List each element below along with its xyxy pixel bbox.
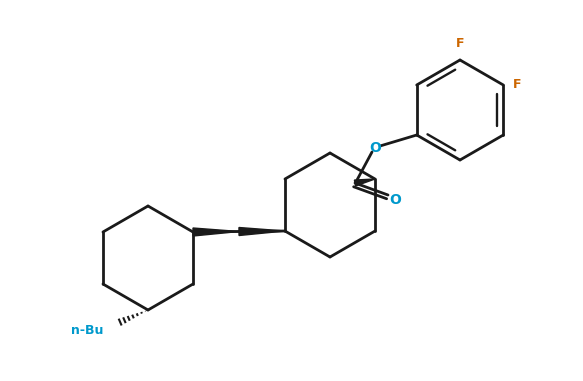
Polygon shape [193, 228, 239, 236]
Polygon shape [354, 179, 375, 186]
Text: n-Bu: n-Bu [71, 323, 103, 336]
Text: O: O [389, 193, 401, 207]
Text: O: O [369, 141, 381, 155]
Polygon shape [239, 227, 285, 235]
Text: F: F [513, 78, 522, 91]
Text: F: F [456, 37, 464, 50]
